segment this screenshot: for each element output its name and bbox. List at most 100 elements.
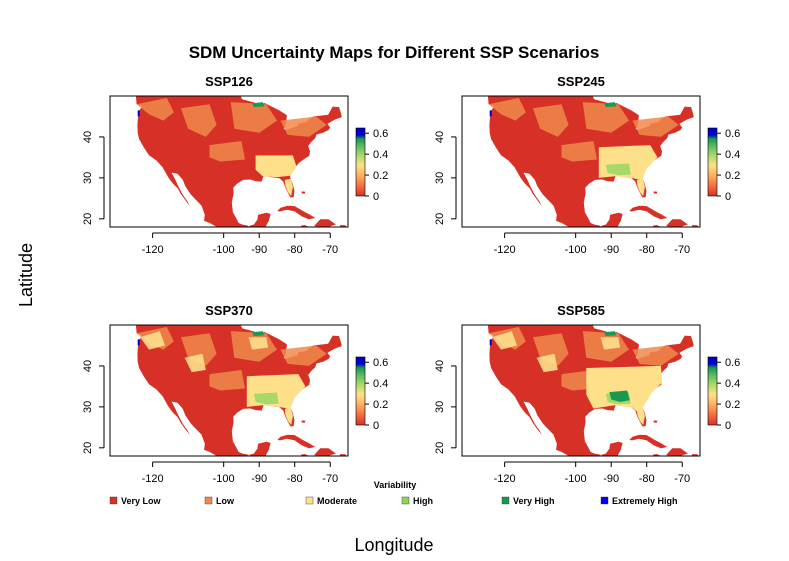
x-tick-label: -80 (287, 473, 303, 485)
map-panel-ssp585: SSP585 -120 -100 -90 -80 -70 20 30 40 0.6 0.4 0.2 0 (434, 303, 740, 485)
colorbar-tick-label: 0.6 (373, 357, 388, 369)
region-moderate-southeast (586, 365, 663, 416)
region-moderate-florida (284, 407, 293, 425)
region-moderate-extra (248, 337, 269, 350)
region-moderate-extra (492, 331, 518, 350)
colorbar (355, 127, 366, 197)
caribbean-island (277, 434, 316, 449)
region-low-midwest (582, 102, 629, 133)
y-tick-label: 20 (82, 213, 94, 225)
x-tick-label: -70 (322, 473, 338, 485)
y-tick-label: 30 (434, 401, 446, 413)
x-tick-label: -90 (251, 473, 267, 485)
panel-frame (109, 324, 349, 457)
colorbar (355, 356, 366, 426)
y-tick-label: 40 (82, 131, 94, 143)
region-moderate-extra (184, 353, 206, 373)
legend-swatch (501, 496, 510, 505)
region-very-high-north (604, 102, 617, 108)
legend-label: Extremely High (612, 496, 678, 506)
x-tick-label: -100 (213, 473, 235, 485)
panel-frame (109, 95, 349, 228)
x-tick-label: -120 (142, 244, 164, 256)
panel-title: SSP126 (205, 74, 253, 89)
region-moderate-extra (600, 337, 621, 350)
figure-title: SDM Uncertainty Maps for Different SSP S… (189, 43, 600, 62)
x-tick-label: -70 (674, 473, 690, 485)
caribbean-island (653, 191, 658, 194)
colorbar (707, 127, 718, 197)
x-axis-label: Longitude (354, 535, 433, 555)
legend-swatch (305, 496, 314, 505)
caribbean-island (314, 448, 336, 456)
colorbar-tick-label: 0.2 (725, 170, 740, 182)
colorbar-tick-label: 0 (373, 191, 379, 203)
x-tick-label: -90 (251, 244, 267, 256)
legend-label: Very Low (121, 496, 162, 506)
region-moderate-southeast (255, 155, 297, 178)
x-tick-label: -90 (603, 473, 619, 485)
map-panel-ssp126: SSP126 -120 -100 -90 -80 -70 20 30 40 0.6 0.4 0.2 0 (82, 74, 388, 256)
panel-title: SSP370 (205, 303, 253, 318)
region-low-rockies (533, 104, 569, 137)
legend-swatch (401, 496, 410, 505)
y-tick-label: 30 (434, 172, 446, 184)
y-tick-label: 40 (434, 360, 446, 372)
x-tick-label: -100 (565, 473, 587, 485)
colorbar-tick-label: 0.2 (373, 170, 388, 182)
region-very-high-north (604, 331, 617, 337)
legend-item: Very High (501, 496, 555, 506)
caribbean-island (629, 434, 668, 449)
colorbar-tick-label: 0.6 (725, 128, 740, 140)
region-low-northeast (280, 116, 327, 137)
region-low-plains (209, 141, 245, 162)
speck-extremely-high (137, 339, 140, 346)
x-tick-label: -90 (603, 244, 619, 256)
x-tick-label: -120 (494, 244, 516, 256)
map-layer (135, 325, 346, 456)
panel-title: SSP245 (557, 74, 605, 89)
colorbar-tick-label: 0.6 (725, 357, 740, 369)
caribbean-island (666, 448, 688, 456)
variability-legend: Variability Very Low Low Moderate High Very … (109, 480, 678, 506)
region-moderate-extra (140, 331, 166, 350)
colorbar-tick-label: 0.2 (373, 399, 388, 411)
region-moderate-florida (636, 407, 645, 425)
caribbean-island (314, 219, 336, 227)
legend-title: Variability (374, 480, 417, 490)
region-low-northwest (488, 98, 526, 121)
region-low-midwest (230, 102, 277, 133)
x-tick-label: -80 (639, 244, 655, 256)
map-panels: SSP126 -120 -100 -90 -80 -70 20 30 40 0.6 0.4 0.2 0 S… (82, 74, 740, 485)
x-tick-label: -120 (142, 473, 164, 485)
region-low-northeast (280, 345, 327, 366)
legend-item: Very Low (109, 496, 162, 506)
caribbean-island (301, 420, 306, 423)
region-low-rockies (181, 104, 217, 137)
region-moderate-extra (536, 353, 558, 373)
panel-frame (461, 95, 701, 228)
map-layer (135, 96, 346, 227)
legend-label: Very High (513, 496, 555, 506)
y-tick-label: 20 (82, 442, 94, 454)
x-tick-label: -80 (287, 244, 303, 256)
legend-label: Moderate (317, 496, 357, 506)
x-tick-label: -80 (639, 473, 655, 485)
legend-item: High (401, 496, 433, 506)
panel-title: SSP585 (557, 303, 605, 318)
colorbar-tick-label: 0.4 (725, 378, 740, 390)
caribbean-island (653, 420, 658, 423)
x-tick-label: -70 (674, 244, 690, 256)
colorbar-tick-label: 0 (725, 420, 731, 432)
region-very-high-north (252, 102, 265, 108)
panel-frame (461, 324, 701, 457)
colorbar-tick-label: 0.2 (725, 399, 740, 411)
y-axis-label: Latitude (16, 243, 36, 307)
region-low-plains (209, 370, 245, 391)
legend-label: Low (216, 496, 235, 506)
y-tick-label: 20 (434, 442, 446, 454)
region-low-northeast (632, 116, 679, 137)
speck-extremely-high (489, 110, 492, 117)
legend-item: Moderate (305, 496, 357, 506)
